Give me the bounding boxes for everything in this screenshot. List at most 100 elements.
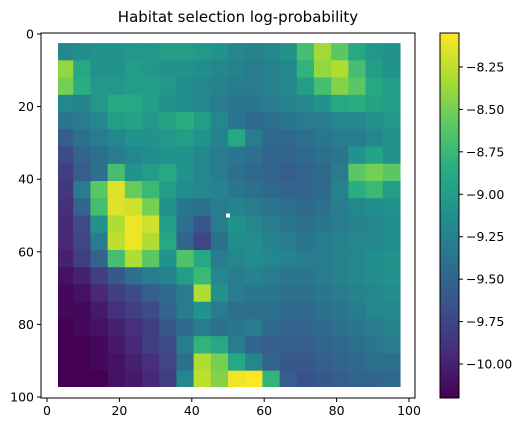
heatmap-cell <box>279 198 298 217</box>
heatmap-cell <box>313 129 332 148</box>
heatmap-cell <box>365 181 384 199</box>
heatmap-cell <box>90 336 109 355</box>
heatmap-cell <box>331 318 349 337</box>
heatmap-cell <box>382 77 401 96</box>
heatmap-cell <box>382 43 401 61</box>
heatmap-cell <box>313 112 332 130</box>
heatmap-cell <box>159 249 178 268</box>
heatmap-cell <box>348 318 367 337</box>
heatmap-cell <box>107 163 126 182</box>
heatmap-cell <box>228 249 246 268</box>
heatmap-cell <box>73 284 92 303</box>
heatmap-cell <box>107 301 126 320</box>
heatmap-cell <box>296 336 315 355</box>
heatmap-cell <box>90 370 109 387</box>
heatmap-cell <box>262 215 281 234</box>
heatmap-cell <box>193 318 212 337</box>
heatmap-cell <box>365 43 384 61</box>
heatmap-cell <box>348 301 367 320</box>
heatmap-cell <box>262 336 281 355</box>
heatmap-cell <box>245 43 263 61</box>
heatmap-cell <box>348 370 367 387</box>
heatmap-cell <box>262 163 281 182</box>
heatmap-cell <box>279 146 298 165</box>
heatmap-cell <box>58 181 74 199</box>
heatmap-cell <box>262 232 281 251</box>
heatmap-cell <box>279 94 298 113</box>
heatmap-cell <box>210 163 229 182</box>
heatmap-cell <box>124 146 143 165</box>
heatmap-cell <box>124 163 143 182</box>
heatmap-cell <box>193 336 212 355</box>
heatmap-cell <box>159 353 178 372</box>
heatmap-cell <box>382 301 401 320</box>
heatmap-cell <box>313 215 332 234</box>
plot-frame <box>40 32 416 399</box>
heatmap-cell <box>142 370 160 387</box>
heatmap-cell <box>331 146 349 165</box>
heatmap-cell <box>159 77 178 96</box>
heatmap-cell <box>193 198 212 217</box>
heatmap-cell <box>159 215 178 234</box>
heatmap-cell <box>365 318 384 337</box>
heatmap-cell <box>73 353 92 372</box>
heatmap-cell <box>262 129 281 148</box>
heatmap-cell <box>210 301 229 320</box>
heatmap-cell <box>159 146 178 165</box>
heatmap-cell <box>107 318 126 337</box>
heatmap-cell <box>107 94 126 113</box>
heatmap-cell <box>142 94 160 113</box>
heatmap-cell <box>107 336 126 355</box>
heatmap-cell <box>365 232 384 251</box>
heatmap-cell <box>90 146 109 165</box>
heatmap-cell <box>313 198 332 217</box>
heatmap-cell <box>193 60 212 79</box>
x-axis: 0 20 40 60 80 100 <box>43 398 421 418</box>
heatmap-cell <box>296 77 315 96</box>
heatmap-cell <box>245 60 263 79</box>
heatmap-cell <box>73 249 92 268</box>
heatmap-cell <box>348 43 367 61</box>
heatmap-cell <box>73 60 92 79</box>
heatmap-cell <box>159 60 178 79</box>
heatmap-cell <box>142 336 160 355</box>
heatmap-cell <box>382 198 401 217</box>
heatmap-cell <box>365 77 384 96</box>
heatmap-cell <box>73 267 92 286</box>
heatmap-cell <box>90 249 109 268</box>
y-tick-label: 100 <box>10 390 34 405</box>
heatmap-cell <box>348 163 367 182</box>
heatmap-cell <box>331 215 349 234</box>
heatmap-cell <box>348 249 367 268</box>
heatmap-cell <box>296 146 315 165</box>
heatmap-cell <box>124 267 143 286</box>
heatmap-cell <box>228 60 246 79</box>
heatmap-cell <box>296 60 315 79</box>
heatmap-cell <box>245 353 263 372</box>
heatmap-cell <box>382 336 401 355</box>
heatmap-cell <box>228 163 246 182</box>
heatmap-cell <box>193 163 212 182</box>
heatmap-cell <box>296 232 315 251</box>
heatmap-cell <box>58 353 74 372</box>
colorbar-tick-label: −8.50 <box>466 102 504 117</box>
heatmap-cell <box>142 163 160 182</box>
heatmap-cell <box>90 94 109 113</box>
heatmap-cell <box>210 370 229 387</box>
heatmap-cell <box>228 77 246 96</box>
heatmap-cell <box>142 215 160 234</box>
heatmap-cell <box>176 267 195 286</box>
heatmap-cell <box>176 181 195 199</box>
heatmap-cell <box>348 232 367 251</box>
heatmap-cell <box>90 112 109 130</box>
heatmap-cell <box>58 336 74 355</box>
heatmap-cell <box>176 318 195 337</box>
heatmap-cell <box>313 77 332 96</box>
heatmap-cell <box>159 198 178 217</box>
heatmap-cell <box>382 267 401 286</box>
heatmap-cell <box>279 129 298 148</box>
heatmap-cell <box>313 284 332 303</box>
heatmap-cell <box>73 163 92 182</box>
heatmap-cell <box>365 163 384 182</box>
heatmap-cell <box>365 370 384 387</box>
